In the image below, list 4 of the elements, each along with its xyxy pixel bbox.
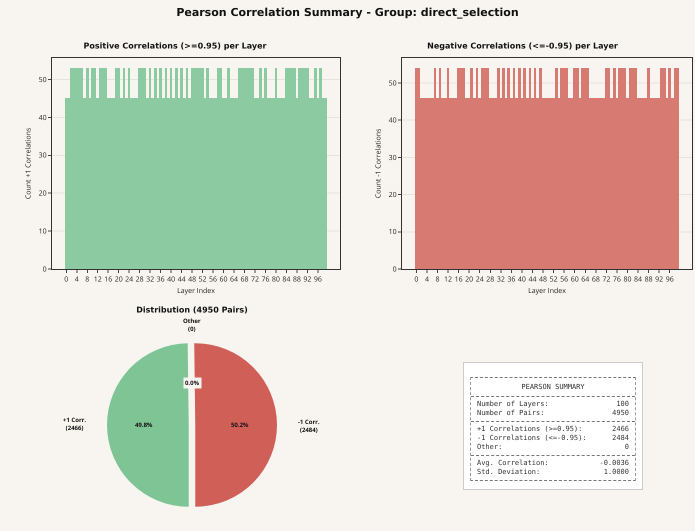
text: Pearson Correlation Summary - Group: direct_selection [175, 6, 520, 19]
chart-title: Positive Correlations (>=0.95) per Layer [84, 41, 267, 50]
chart-title: Negative Correlations (<=-0.95) per Layer [427, 41, 618, 50]
chart-title: Distribution (4950 Pairs) [136, 306, 248, 315]
